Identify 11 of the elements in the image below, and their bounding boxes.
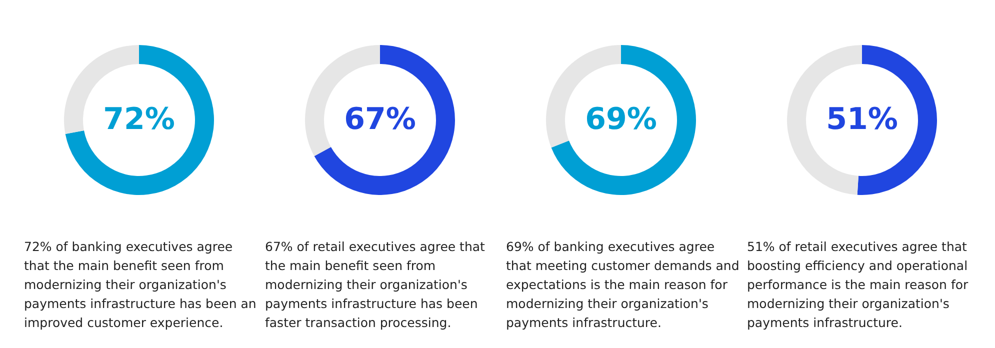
donut-slice [314, 45, 455, 195]
data-label: 69% [585, 102, 657, 137]
donut-slice [65, 45, 214, 195]
text: 69% of banking executives agree that meeting customer demands and expectations is the main reason for modernizing their organization's payments infrastructure. [506, 238, 740, 332]
data-label: 72% [103, 102, 175, 137]
data-label: 51% [826, 102, 898, 137]
text: 51% of retail executives agree that boosting efficiency and operational performance is the main reason for modernizing their organization's payments infrastructure. [747, 238, 970, 332]
donut-slice [551, 45, 696, 195]
text: 67% of retail executives agree that the main benefit seen from modernizing their organization's payments infrastructure has been faster transaction processing. [265, 238, 486, 332]
text: 72% of banking executives agree that the main benefit seen from modernizing their organization's payments infrastructure has been an improved customer experience. [24, 238, 258, 332]
data-label: 67% [344, 102, 416, 137]
